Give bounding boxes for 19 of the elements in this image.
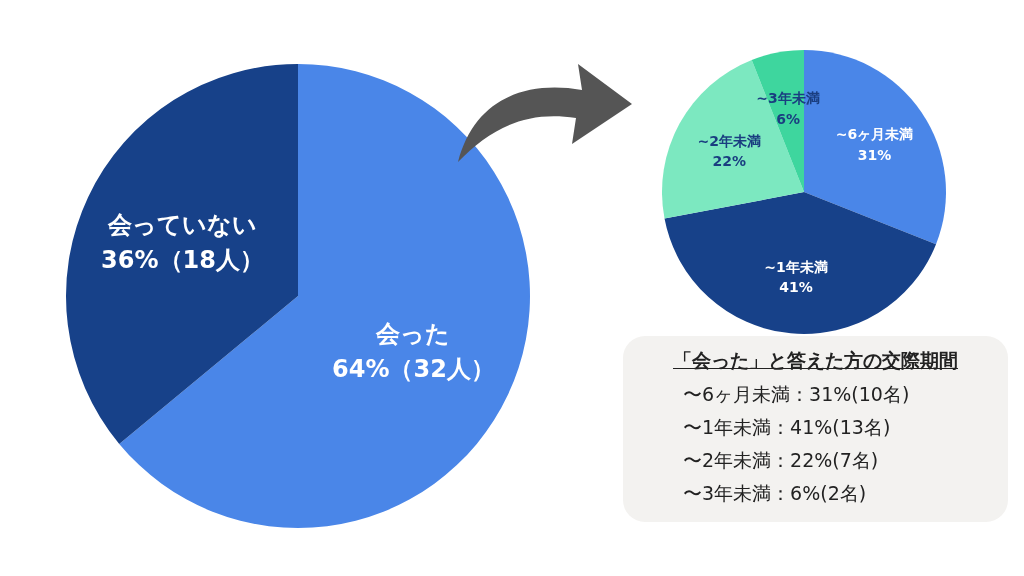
text: 〜2年未満：22%(7名): [682, 448, 880, 473]
data-label: 36%（18人）: [101, 246, 264, 275]
data-label: 6%: [776, 110, 800, 127]
slice-label: ~3年未満: [756, 90, 820, 107]
slice-label: ~1年未満: [764, 258, 828, 275]
pie-slice: [66, 64, 298, 444]
slice-label: ~6ヶ月未満: [835, 126, 914, 143]
data-label: 31%: [857, 146, 892, 163]
text: 「会った」と答えた方の交際期間: [672, 348, 959, 373]
slice-label: 会っていない: [107, 211, 258, 240]
data-label: 22%: [712, 153, 747, 170]
data-label: 41%: [779, 279, 813, 296]
pie-slice: [664, 192, 937, 334]
text: 〜6ヶ月未満：31%(10名): [682, 382, 911, 407]
text: 〜1年未満：41%(13名): [682, 415, 892, 440]
slice-label: ~2年未満: [697, 133, 762, 150]
data-label: 64%（32人）: [332, 354, 495, 383]
slice-label: 会った: [375, 319, 451, 348]
text: 〜3年未満：6%(2名): [682, 481, 868, 506]
